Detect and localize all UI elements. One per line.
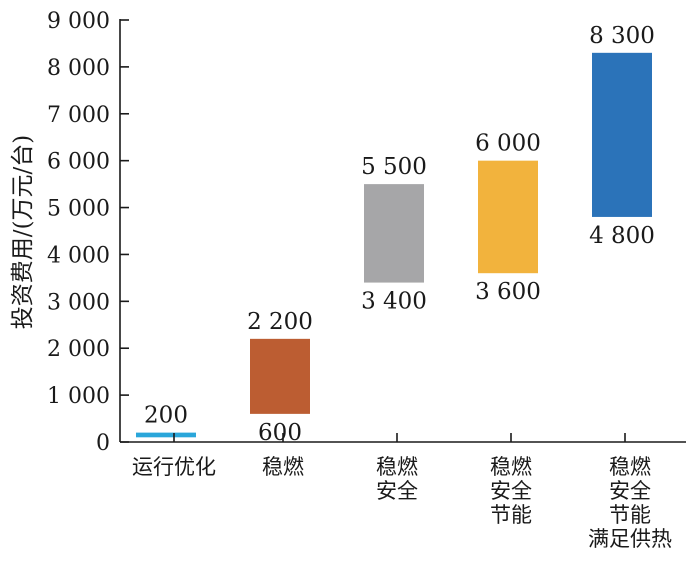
- bar: [592, 52, 652, 217]
- y-tick-label: 1 000: [47, 384, 110, 409]
- y-tick-label: 5 000: [47, 197, 110, 222]
- category-label: 节能: [490, 503, 532, 527]
- category-label: 安全: [609, 479, 651, 503]
- bar-low-label: 3 400: [361, 289, 427, 315]
- y-tick-label: 6 000: [47, 150, 110, 175]
- y-tick-label: 7 000: [47, 103, 110, 128]
- category-label: 安全: [490, 479, 532, 503]
- category-label: 稳燃: [490, 455, 532, 479]
- y-tick-label: 3 000: [47, 290, 110, 315]
- y-tick-label: 0: [96, 431, 110, 456]
- category-label: 满足供热: [588, 527, 672, 551]
- bar: [136, 432, 196, 438]
- category-label: 节能: [609, 503, 651, 527]
- bar-high-label: 6 000: [475, 131, 541, 157]
- bar-high-label: 8 300: [589, 23, 655, 49]
- y-tick-label: 9 000: [47, 9, 110, 34]
- y-tick-label: 4 000: [47, 243, 110, 268]
- y-tick-label: 2 000: [47, 337, 110, 362]
- bar: [364, 184, 424, 283]
- category-label: 稳燃: [609, 455, 651, 479]
- bar-low-label: 3 600: [475, 279, 541, 305]
- category-label: 稳燃: [262, 455, 304, 479]
- category-label: 安全: [376, 479, 418, 503]
- bar-high-label: 5 500: [361, 154, 427, 180]
- bar: [250, 338, 310, 414]
- bar-high-label: 200: [144, 403, 188, 429]
- bar-high-label: 2 200: [247, 309, 313, 335]
- bar: [478, 160, 538, 274]
- bar-low-label: 4 800: [589, 223, 655, 249]
- category-label: 运行优化: [132, 455, 216, 479]
- y-axis-ticks: 0 1 000 2 000 3 000 4 000 5 000 6 000 7 000 8 00…: [47, 9, 129, 456]
- y-tick-label: 8 000: [47, 56, 110, 81]
- y-axis-title: 投资费用/(万元/台): [10, 135, 36, 329]
- category-label: 稳燃: [376, 455, 418, 479]
